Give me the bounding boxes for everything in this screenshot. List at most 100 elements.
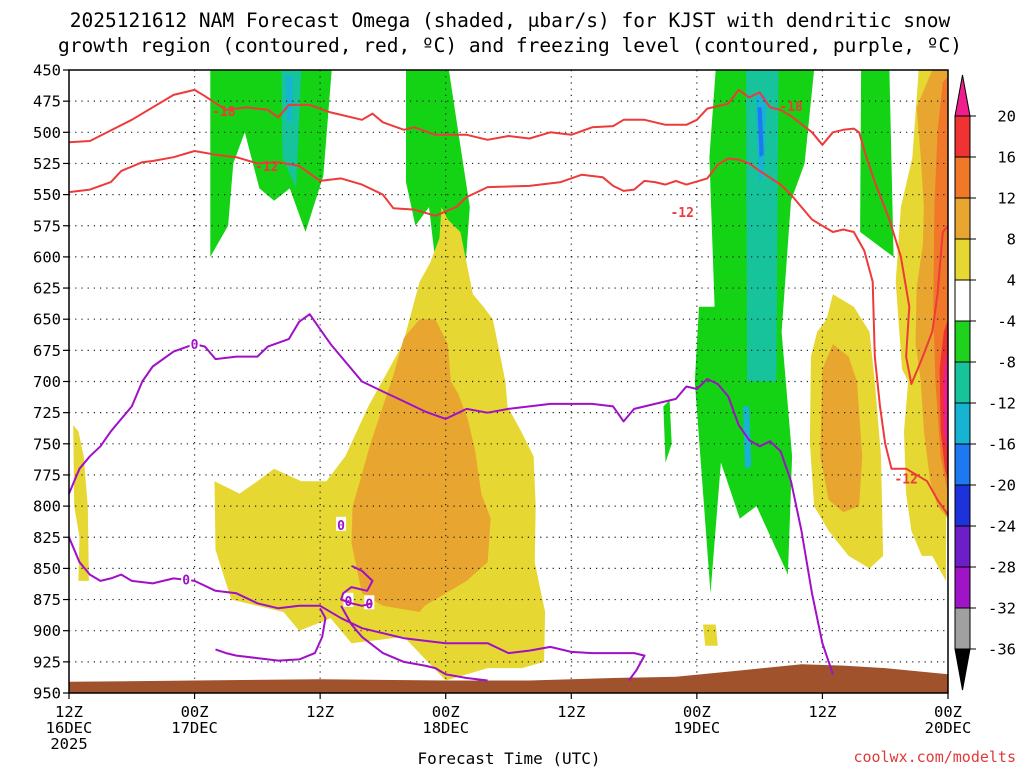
colorbar-bin <box>954 525 971 568</box>
omega-region <box>663 400 672 463</box>
colorbar: 20 16 12 8 4 -4 -8 -12 -16 -20 -24 -28 -32 -36 <box>954 74 1016 691</box>
colorbar-bin <box>954 320 971 363</box>
omega-region <box>285 76 293 123</box>
colorbar-bin <box>954 648 971 691</box>
omega-region <box>746 70 779 382</box>
y-tick-label: 575 <box>33 217 61 235</box>
omega-region <box>351 319 491 612</box>
purple-isotherm-label: 0 <box>191 338 199 353</box>
y-tick-label: 625 <box>33 280 61 298</box>
colorbar-bin <box>954 197 971 240</box>
purple-label-bg <box>343 592 354 607</box>
purple-isotherm <box>340 564 374 607</box>
terrain-surface <box>69 664 948 693</box>
colorbar-label: -20 <box>988 477 1016 495</box>
colorbar-label: -16 <box>988 436 1016 454</box>
purple-label-bg <box>336 516 347 531</box>
x-tick-label: 16DEC <box>46 719 93 737</box>
chart-title-line1: 2025121612 NAM Forecast Omega (shaded, μ… <box>70 9 951 32</box>
x-tick-label: 00Z <box>432 703 460 721</box>
omega-region <box>703 624 718 646</box>
chart-title-line2: growth region (contoured, red, ºC) and f… <box>58 34 962 57</box>
y-tick-label: 675 <box>33 342 61 360</box>
y-tick-label: 875 <box>33 591 61 609</box>
y-tick-label: 525 <box>33 155 61 173</box>
purple-isotherm-label: 0 <box>337 519 345 534</box>
x-tick-label: 18DEC <box>422 719 469 737</box>
colorbar-label: -8 <box>997 354 1016 372</box>
terrain-fill <box>69 664 948 693</box>
red-isotherm <box>68 88 949 385</box>
colorbar-label: -4 <box>997 313 1016 331</box>
colorbar-bin <box>954 566 971 609</box>
purple-isotherm <box>68 536 646 682</box>
colorbar-bin <box>954 402 971 445</box>
y-tick-label: 750 <box>33 435 61 453</box>
colorbar-bin <box>954 607 971 650</box>
purple-isotherm <box>68 313 834 675</box>
y-tick-label: 600 <box>33 248 61 266</box>
y-tick-label: 550 <box>33 186 61 204</box>
x-axis-label: Forecast Time (UTC) <box>417 749 600 768</box>
colorbar-bin <box>954 156 971 199</box>
colorbar-label: -12 <box>988 395 1016 413</box>
red-isotherm <box>68 150 949 516</box>
red-isotherm-label: -12 <box>670 206 693 221</box>
colorbar-label: -24 <box>988 518 1016 536</box>
y-tick-label: 800 <box>33 498 61 516</box>
y-tick-label: 950 <box>33 685 61 703</box>
x-tick-label: 00Z <box>683 703 711 721</box>
colorbar-bin <box>954 361 971 404</box>
x-tick-label: 00Z <box>181 703 209 721</box>
y-tick-label: 500 <box>33 124 61 142</box>
colorbar-label: -28 <box>988 559 1016 577</box>
x-tick-label: 00Z <box>934 703 962 721</box>
purple-isotherm <box>215 607 327 662</box>
site-credit: coolwx.com/modelts <box>853 748 1016 766</box>
chart-title: 2025121612 NAM Forecast Omega (shaded, μ… <box>58 9 962 57</box>
colorbar-label: -32 <box>988 600 1016 618</box>
x-tick-label: 12Z <box>55 703 83 721</box>
omega-region <box>73 425 89 581</box>
colorbar-bin <box>954 443 971 486</box>
colorbar-bin <box>954 115 971 158</box>
y-tick-label: 900 <box>33 622 61 640</box>
colorbar-label: 4 <box>1007 272 1016 290</box>
red-isotherm-label: -12 <box>255 160 278 175</box>
y-tick-label: 450 <box>33 62 61 80</box>
x-tick-label: 20DEC <box>925 719 972 737</box>
x-tick-label: 2025 <box>50 735 87 753</box>
x-tick-label: 12Z <box>808 703 836 721</box>
y-tick-label: 725 <box>33 404 61 422</box>
x-tick-label: 19DEC <box>674 719 721 737</box>
colorbar-bin <box>954 238 971 281</box>
purple-isotherm-label: 0 <box>182 574 190 589</box>
x-tick-label: 17DEC <box>171 719 218 737</box>
x-tick-label: 12Z <box>557 703 585 721</box>
colorbar-bin <box>954 74 971 117</box>
purple-label-bg <box>364 595 375 610</box>
y-tick-label: 925 <box>33 653 61 671</box>
colorbar-label: -36 <box>988 641 1016 659</box>
colorbar-bin <box>954 484 971 527</box>
grid-lines <box>69 70 948 693</box>
omega-region <box>943 350 948 457</box>
colorbar-label: 12 <box>997 190 1016 208</box>
y-tick-label: 475 <box>33 93 61 111</box>
omega-region <box>757 107 764 158</box>
omega-region <box>820 344 863 513</box>
colorbar-bin <box>954 279 971 322</box>
plot-area <box>73 70 948 681</box>
y-tick-label: 850 <box>33 560 61 578</box>
colorbar-label: 20 <box>997 108 1016 126</box>
purple-label-bg <box>189 336 200 351</box>
y-tick-label: 650 <box>33 311 61 329</box>
y-tick-label: 700 <box>33 373 61 391</box>
colorbar-label: 8 <box>1007 231 1016 249</box>
red-isotherm-label: -12 <box>894 473 917 488</box>
y-tick-label: 825 <box>33 529 61 547</box>
y-tick-label: 775 <box>33 466 61 484</box>
